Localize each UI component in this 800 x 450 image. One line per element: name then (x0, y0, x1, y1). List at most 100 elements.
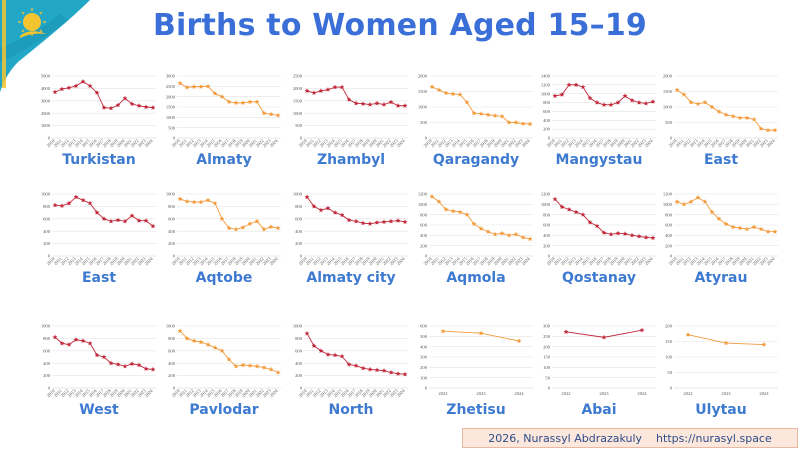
x-tick-label: 2020 (738, 256, 749, 267)
region-label: Aqtobe (195, 270, 253, 286)
data-point (339, 212, 345, 218)
chart-panel: 0 50 100 150 200 2022 2023 2024 Ulytau (660, 320, 782, 424)
data-point (367, 101, 373, 107)
data-point (723, 340, 729, 346)
x-tick-label: 2011 (430, 138, 440, 148)
x-tick-label: 2017 (347, 388, 358, 399)
x-tick-label: 2019 (234, 256, 245, 267)
x-tick-label: 2022 (630, 138, 641, 149)
x-tick-label: 2024 (637, 391, 647, 396)
data-point (464, 212, 470, 217)
x-tick-label: 2019 (109, 138, 120, 149)
y-tick-label: 2000 (293, 86, 303, 91)
x-tick-label: 2014 (326, 388, 337, 399)
series-line (676, 89, 775, 131)
data-point (184, 198, 190, 204)
region-label: Almaty city (306, 270, 396, 286)
y-tick-label: 2000 (418, 74, 428, 79)
y-tick-label: 0 (48, 254, 51, 259)
region-label: North (328, 402, 374, 418)
x-tick-label: 2011 (305, 138, 315, 148)
y-tick-label: 200 (168, 373, 176, 378)
x-tick-label: 2024 (759, 391, 769, 396)
y-tick-label: 150 (665, 339, 673, 344)
x-tick-label: 2016 (588, 256, 599, 267)
x-tick-label: 2024 (521, 138, 532, 149)
x-tick-label: 2013 (192, 138, 203, 149)
line-chart: 0200400600800100020102011201220132014201… (166, 192, 281, 267)
region-label: Zhetisu (446, 402, 506, 418)
chart-panel: 0 500 1000 1500 2000 2010 2011 2012 2013 2014 2015… (660, 70, 782, 174)
data-point (240, 224, 246, 230)
data-point (601, 230, 607, 235)
y-tick-label: 200 (665, 243, 673, 248)
x-tick-label: 2020 (493, 138, 504, 149)
region-label: Qaragandy (432, 152, 520, 168)
data-point (594, 99, 600, 105)
x-tick-label: 2021 (375, 138, 386, 149)
data-point (87, 83, 93, 89)
data-point (622, 231, 628, 236)
x-tick-label: 2020 (116, 388, 127, 399)
x-tick-label: 2017 (95, 256, 106, 267)
data-point (332, 84, 338, 90)
data-point (150, 366, 156, 372)
y-tick-label: 800 (43, 336, 51, 341)
x-tick-label: 2022 (382, 388, 393, 399)
y-tick-label: 1000 (293, 111, 303, 116)
y-tick-label: 1000 (41, 123, 51, 128)
data-point (709, 104, 715, 110)
chart-panel: 0 500 1000 1500 2000 2500 3000 2010 2011 2012 2013… (163, 70, 285, 174)
data-point (108, 360, 114, 366)
data-point (681, 92, 687, 97)
x-tick-label: 2015 (333, 256, 344, 267)
data-point (304, 330, 310, 336)
data-point (395, 218, 401, 223)
y-tick-label: 800 (43, 204, 51, 209)
x-tick-label: 2012 (560, 256, 571, 267)
data-point (115, 102, 121, 108)
x-tick-label: 2022 (630, 256, 641, 267)
data-point (520, 234, 526, 240)
x-tick-label: 2019 (486, 138, 497, 149)
x-tick-label: 2021 (623, 138, 634, 149)
y-tick-label: 0 (548, 136, 551, 141)
x-tick-label: 2012 (312, 138, 323, 149)
data-point (198, 84, 204, 89)
credit-link[interactable]: https://nurasyl.space (656, 431, 772, 445)
data-point (723, 112, 729, 117)
data-point (580, 212, 586, 217)
line-chart: 0 500 1000 1500 2000 2500 3000 2010201120122013… (166, 74, 281, 149)
x-tick-label: 2024 (521, 256, 532, 267)
x-tick-label: 2011 (305, 256, 315, 266)
data-point (108, 218, 114, 224)
data-point (608, 231, 614, 237)
data-point (143, 218, 149, 223)
x-tick-label: 2015 (81, 388, 92, 399)
data-point (115, 217, 121, 223)
x-tick-label: 2012 (437, 138, 448, 149)
data-point (129, 361, 135, 366)
chart-panel: 0 1000 2000 3000 4000 5000 2010 2011 2012 2013 201… (38, 70, 160, 174)
x-tick-label: 2016 (465, 138, 476, 149)
y-tick-label: 1000 (418, 202, 428, 207)
data-point (94, 352, 100, 358)
data-point (516, 338, 522, 344)
x-tick-label: 2012 (312, 256, 323, 267)
x-tick-label: 2022 (255, 388, 266, 399)
x-tick-label: 2019 (609, 138, 620, 149)
data-point (615, 230, 621, 236)
x-tick-label: 2022 (255, 138, 266, 149)
x-tick-label: 2024 (269, 138, 280, 149)
y-tick-label: 2000 (663, 74, 673, 79)
data-point (254, 363, 260, 369)
x-tick-label: 2011 (553, 138, 563, 148)
x-tick-label: 2023 (637, 256, 648, 267)
data-point (751, 116, 757, 122)
y-tick-label: 800 (665, 212, 673, 217)
x-tick-label: 2023 (137, 256, 148, 267)
x-tick-label: 2022 (130, 138, 141, 149)
y-tick-label: 1200 (541, 82, 551, 87)
data-point (440, 328, 446, 334)
region-label: Qostanay (561, 270, 637, 286)
